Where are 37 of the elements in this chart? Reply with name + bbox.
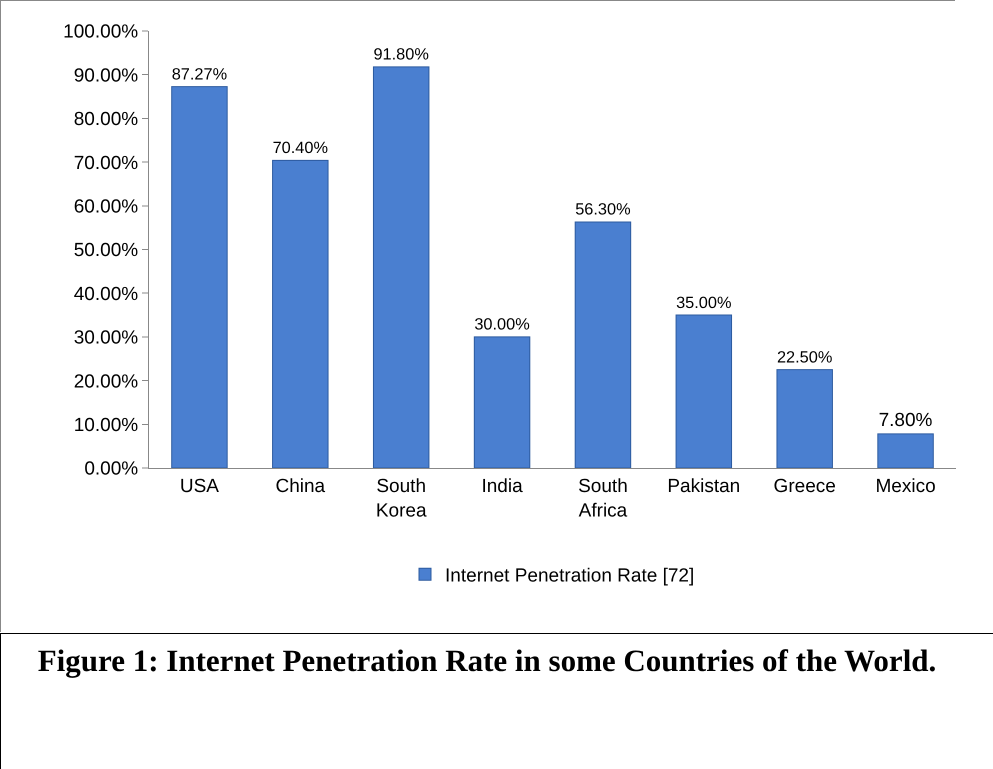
y-tick-label: 20.00% bbox=[74, 371, 138, 392]
x-tick-label: South Africa bbox=[578, 476, 628, 522]
y-tick-label: 40.00% bbox=[74, 284, 138, 305]
bar bbox=[474, 336, 530, 468]
data-label: 70.40% bbox=[272, 139, 328, 158]
bar bbox=[877, 433, 934, 468]
data-label: 35.00% bbox=[676, 294, 732, 312]
y-tick-label: 80.00% bbox=[74, 109, 138, 130]
y-tick-label: 90.00% bbox=[74, 65, 138, 86]
bar bbox=[171, 86, 228, 468]
bar bbox=[272, 160, 329, 468]
data-label: 7.80% bbox=[878, 410, 933, 431]
y-tick-label: 70.00% bbox=[74, 152, 138, 174]
data-label: 22.50% bbox=[776, 348, 832, 366]
x-tick-label: Greece bbox=[774, 476, 836, 497]
x-tick-label: China bbox=[275, 476, 326, 497]
y-tick-label: 100.00% bbox=[63, 22, 138, 43]
x-tick-label: Mexico bbox=[875, 476, 936, 497]
x-tick-label: South Korea bbox=[376, 476, 427, 522]
y-tick-label: 10.00% bbox=[74, 414, 138, 436]
bar bbox=[776, 369, 833, 468]
x-tick-label: USA bbox=[180, 476, 220, 497]
data-label: 91.80% bbox=[373, 46, 429, 64]
legend-label: Internet Penetration Rate [72] bbox=[445, 566, 694, 587]
y-tick-label: 0.00% bbox=[84, 458, 138, 480]
caption: Figure 1: Internet Penetration Rate in some Countries of the World. bbox=[0, 633, 993, 769]
data-label: 30.00% bbox=[474, 316, 530, 334]
y-tick-label: 60.00% bbox=[74, 196, 138, 218]
x-tick-label: India bbox=[481, 476, 524, 497]
x-tick-label: Pakistan bbox=[667, 476, 740, 497]
bar bbox=[676, 314, 732, 468]
bar bbox=[574, 221, 632, 468]
data-label: 56.30% bbox=[575, 200, 631, 219]
y-tick-label: 30.00% bbox=[74, 328, 138, 349]
y-tick-label: 50.00% bbox=[74, 240, 138, 262]
data-label: 87.27% bbox=[172, 65, 228, 84]
bar bbox=[372, 66, 430, 468]
